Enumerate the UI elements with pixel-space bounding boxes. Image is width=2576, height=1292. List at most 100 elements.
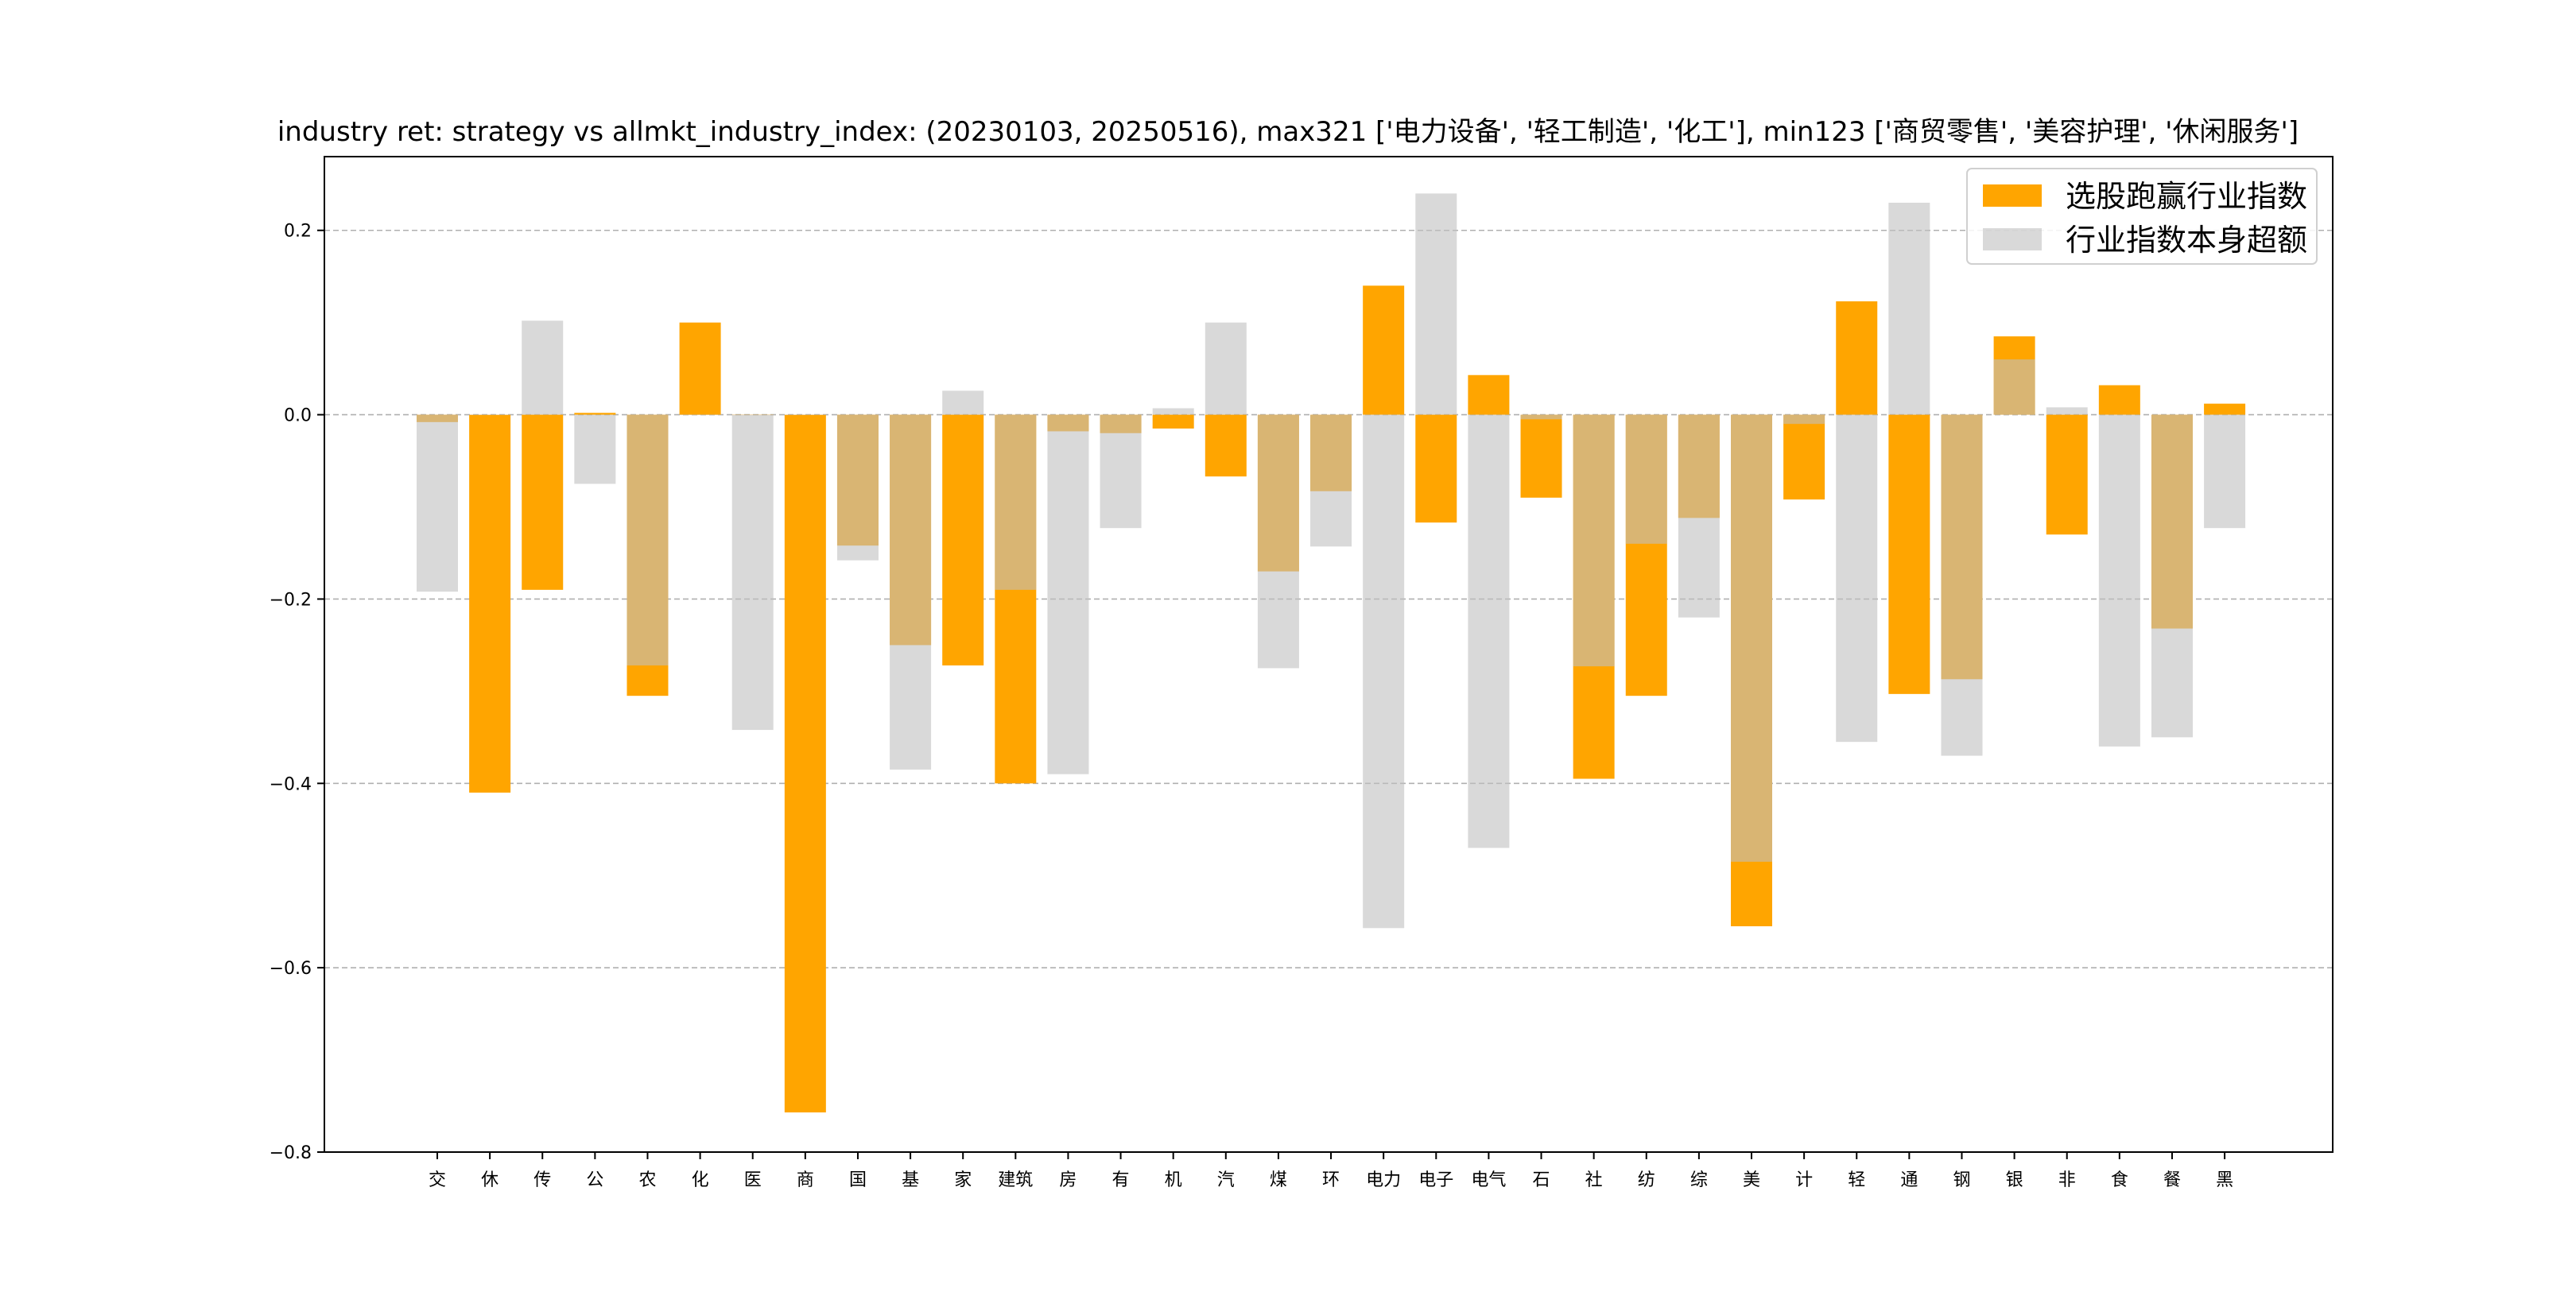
legend: 选股跑赢行业指数 行业指数本身超额: [1966, 168, 2318, 265]
x-tick-label: 农: [638, 1170, 656, 1190]
x-tick-label: 钢: [1953, 1170, 1970, 1190]
x-tick-label: 商: [797, 1170, 814, 1190]
bar-industry-index: [836, 414, 879, 561]
bar-industry-index: [1625, 414, 1667, 544]
x-tick-label: 国: [849, 1170, 867, 1190]
bar-industry-index: [1468, 414, 1510, 848]
bar-industry-index: [1520, 414, 1562, 420]
x-tick-label: 综: [1690, 1170, 1708, 1190]
bar-industry-index: [1257, 414, 1299, 669]
bar-industry-index: [1415, 193, 1457, 415]
bar-industry-index: [2204, 414, 2246, 529]
bar-strategy: [574, 413, 616, 415]
legend-swatch-index: [1983, 228, 2042, 250]
bar-industry-index: [417, 414, 458, 592]
y-tick-label: −0.4: [270, 774, 312, 794]
bar-strategy: [942, 414, 984, 665]
x-tick-label: 食: [2111, 1170, 2128, 1190]
x-tick-label: 轻: [1848, 1170, 1865, 1190]
bar-industry-index: [995, 414, 1037, 590]
x-tick-label: 传: [533, 1170, 551, 1190]
bar-strategy: [2204, 403, 2246, 415]
bar-industry-index: [784, 414, 826, 416]
bar-strategy: [469, 414, 511, 793]
y-tick-label: −0.8: [270, 1143, 312, 1163]
bar-industry-index: [469, 414, 511, 416]
bar-industry-index: [1783, 414, 1825, 425]
x-tick-label: 石: [1533, 1170, 1550, 1190]
bar-industry-index: [1047, 414, 1089, 774]
bar-strategy: [1520, 414, 1562, 498]
x-tick-label: 有: [1112, 1170, 1130, 1190]
x-tick-label: 银: [2006, 1170, 2023, 1190]
x-tick-label: 建筑: [998, 1170, 1033, 1190]
bar-industry-index: [627, 414, 669, 665]
plot-frame: [324, 156, 2334, 1153]
x-tick-label: 环: [1322, 1170, 1340, 1190]
chart-title: industry ret: strategy vs allmkt_industr…: [277, 116, 2299, 148]
x-tick-label: 公: [586, 1170, 603, 1190]
bar-industry-index: [1836, 414, 1878, 743]
bar-strategy: [2098, 385, 2140, 415]
bar-strategy: [784, 414, 826, 1113]
x-tick-label: 电子: [1418, 1170, 1453, 1190]
bar-industry-index: [731, 414, 774, 731]
bar-industry-index: [1100, 414, 1142, 529]
bar-strategy: [1363, 285, 1405, 415]
bar-industry-index: [679, 414, 721, 416]
bar-strategy: [1468, 374, 1510, 415]
bar-industry-index: [1152, 408, 1194, 415]
bar-strategy: [1836, 301, 1878, 415]
x-tick-label: 汽: [1217, 1170, 1235, 1190]
x-tick-label: 美: [1743, 1170, 1760, 1190]
x-tick-label: 医: [744, 1170, 762, 1190]
x-axis: 交 休 传 公 农 化 医 商 国 基 家 建筑 房 有 机 汽 煤 环 电力 电子 电气 石 社 纺 综 美 计 轻 通 钢 银 非 食 餐 黑: [429, 1152, 2233, 1190]
x-tick-label: 煤: [1270, 1170, 1287, 1190]
bar-industry-index: [1888, 202, 1930, 415]
bar-strategy: [1415, 414, 1457, 523]
legend-box: [1966, 168, 2318, 265]
x-tick-label: 通: [1900, 1170, 1918, 1190]
x-tick-label: 交: [429, 1170, 446, 1190]
x-tick-label: 房: [1059, 1170, 1077, 1190]
x-tick-label: 非: [2058, 1170, 2076, 1190]
x-tick-label: 家: [954, 1170, 972, 1190]
bar-industry-index: [890, 414, 932, 770]
y-tick-label: 0.0: [284, 406, 312, 426]
bar-strategy: [679, 322, 721, 415]
bar-industry-index: [1573, 414, 1615, 667]
x-tick-label: 纺: [1638, 1170, 1655, 1190]
bar-industry-index: [1731, 414, 1772, 862]
x-tick-label: 电力: [1366, 1170, 1401, 1190]
bar-strategy: [1152, 414, 1194, 429]
x-tick-label: 化: [692, 1170, 709, 1190]
x-tick-label: 计: [1795, 1170, 1813, 1190]
bar-industry-index: [1993, 359, 2035, 415]
bar-industry-index: [1310, 414, 1352, 547]
bar-industry-index: [2046, 407, 2088, 415]
bar-strategy: [2046, 414, 2088, 535]
bar-industry-index: [942, 390, 984, 415]
bars: [417, 193, 2246, 1113]
bar-strategy: [1888, 414, 1930, 694]
legend-label-strategy: 选股跑赢行业指数: [2066, 179, 2307, 214]
bar-strategy: [1205, 414, 1247, 477]
bar-industry-index: [1363, 414, 1405, 929]
bar-industry-index: [1678, 414, 1720, 618]
legend-swatch-strategy: [1983, 184, 2042, 207]
y-tick-label: 0.2: [284, 222, 312, 242]
y-tick-label: −0.2: [270, 590, 312, 610]
bar-industry-index: [2151, 414, 2193, 738]
y-tick-label: −0.6: [270, 959, 312, 979]
x-tick-label: 电气: [1471, 1170, 1506, 1190]
x-tick-label: 餐: [2163, 1170, 2181, 1190]
bar-industry-index: [522, 320, 564, 415]
x-tick-label: 机: [1165, 1170, 1182, 1190]
legend-label-index: 行业指数本身超额: [2066, 223, 2307, 258]
x-tick-label: 黑: [2216, 1170, 2233, 1190]
bar-industry-index: [574, 414, 616, 484]
x-tick-label: 基: [902, 1170, 919, 1190]
bar-industry-index: [1205, 322, 1247, 415]
